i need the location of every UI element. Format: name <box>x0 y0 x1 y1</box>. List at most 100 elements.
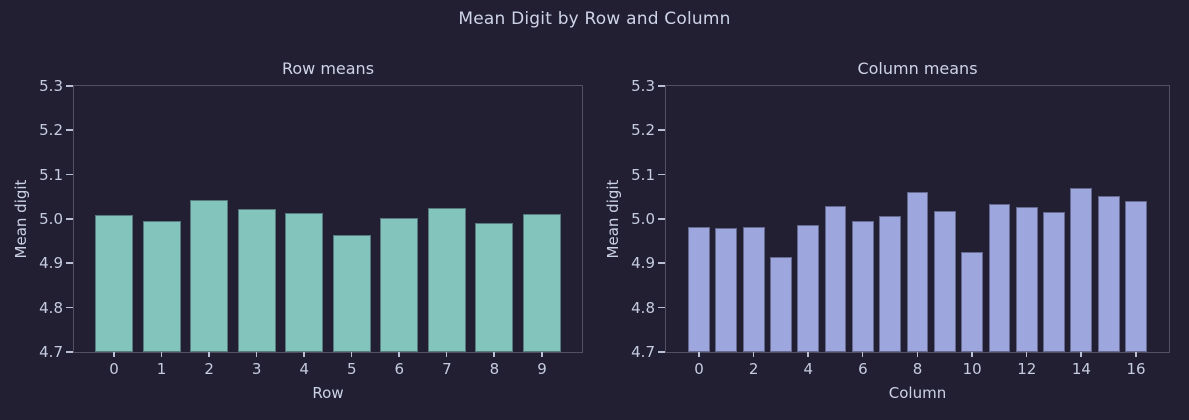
y-tick-label: 5.2 <box>631 121 655 140</box>
y-tick-label: 4.9 <box>631 254 655 273</box>
bar <box>427 208 466 352</box>
y-tick-label: 5.0 <box>631 210 655 228</box>
x-tick-label: 0 <box>694 360 704 378</box>
y-tick-mark <box>658 306 665 309</box>
x-tick-mark <box>113 352 115 357</box>
y-tick-label: 5.0 <box>39 210 63 228</box>
row-means-plot-area <box>73 85 583 353</box>
bar <box>824 206 847 352</box>
x-tick-label: 1 <box>156 360 167 378</box>
x-tick-mark <box>541 352 543 357</box>
y-tick-mark <box>66 306 73 309</box>
y-tick-mark <box>66 129 73 131</box>
x-tick-label: 10 <box>962 360 982 378</box>
y-tick-label: 4.8 <box>39 298 63 317</box>
y-tick-label: 4.8 <box>631 298 655 317</box>
bar <box>770 256 792 352</box>
y-tick-mark <box>66 85 73 87</box>
bar <box>380 218 419 352</box>
x-tick-mark <box>861 352 864 357</box>
bar <box>742 226 765 352</box>
x-tick-mark <box>807 352 809 357</box>
x-tick-label: 7 <box>442 360 452 378</box>
bar <box>797 225 820 352</box>
mean-reference-line <box>74 218 582 220</box>
x-tick-mark <box>1135 352 1137 357</box>
bar <box>1070 188 1093 352</box>
bar <box>190 200 229 352</box>
x-tick-mark <box>752 352 755 357</box>
bar <box>988 203 1011 352</box>
x-tick-mark <box>493 352 496 357</box>
bar <box>851 220 874 352</box>
x-tick-label: 0 <box>109 360 119 378</box>
x-tick-mark <box>350 352 353 357</box>
bar <box>285 213 324 352</box>
x-tick-mark <box>208 352 210 357</box>
y-tick-mark <box>658 129 665 131</box>
y-tick-mark <box>658 351 665 353</box>
y-tick-mark <box>658 262 665 264</box>
bar <box>522 214 561 352</box>
x-tick-mark <box>1080 352 1082 357</box>
y-tick-label: 4.7 <box>39 343 63 361</box>
x-tick-mark <box>1025 352 1028 357</box>
bar <box>879 215 902 352</box>
y-tick-label: 4.7 <box>631 343 655 361</box>
y-tick-mark <box>66 218 73 220</box>
bar <box>688 227 710 352</box>
y-tick-mark <box>658 173 665 176</box>
y-tick-mark <box>66 173 73 176</box>
y-tick-label: 5.3 <box>39 77 63 95</box>
bar <box>1125 200 1147 352</box>
column-means-x-axis-label: Column <box>888 384 947 402</box>
figure-title: Mean Digit by Row and Column <box>458 9 731 29</box>
x-tick-label: 5 <box>346 360 357 378</box>
bar <box>933 211 956 352</box>
y-tick-label: 5.2 <box>39 121 63 140</box>
y-tick-mark <box>658 85 665 87</box>
y-tick-label: 4.9 <box>39 254 63 273</box>
mean-reference-line <box>666 218 1169 220</box>
bar <box>715 227 738 352</box>
x-tick-label: 3 <box>251 360 262 378</box>
x-tick-label: 2 <box>748 360 759 378</box>
bar <box>332 234 371 352</box>
x-tick-mark <box>303 352 305 357</box>
x-tick-label: 12 <box>1017 360 1037 378</box>
y-tick-label: 5.1 <box>631 165 655 184</box>
x-tick-label: 14 <box>1071 360 1091 378</box>
x-tick-label: 9 <box>537 360 547 378</box>
bar <box>961 252 984 352</box>
bar <box>1097 195 1120 352</box>
bar <box>1015 207 1038 352</box>
x-tick-mark <box>160 352 163 357</box>
x-tick-mark <box>398 352 400 357</box>
bar <box>94 215 133 352</box>
row-means-x-axis-label: Row <box>312 384 344 402</box>
x-tick-label: 4 <box>803 360 814 378</box>
x-tick-label: 16 <box>1126 360 1146 378</box>
column-means-title: Column means <box>857 59 978 78</box>
bar <box>237 209 276 352</box>
x-tick-label: 2 <box>204 360 214 378</box>
row-means-title: Row means <box>281 59 375 78</box>
bar <box>1043 211 1065 352</box>
x-tick-label: 6 <box>394 360 405 378</box>
x-tick-mark <box>971 352 973 357</box>
y-tick-mark <box>66 351 73 353</box>
x-tick-label: 8 <box>489 360 500 378</box>
x-tick-mark <box>916 352 919 357</box>
bar <box>906 192 929 352</box>
y-tick-mark <box>66 262 73 264</box>
x-tick-mark <box>255 352 258 357</box>
x-tick-label: 8 <box>912 360 923 378</box>
y-tick-label: 5.1 <box>39 165 63 184</box>
x-tick-label: 4 <box>299 360 309 378</box>
x-tick-mark <box>698 352 700 357</box>
y-tick-label: 5.3 <box>631 77 655 95</box>
bar <box>475 223 514 352</box>
